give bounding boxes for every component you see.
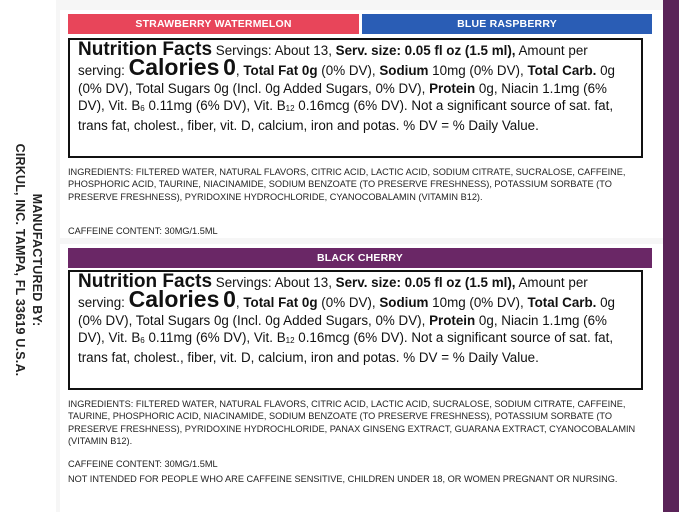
sodium-label: Sodium bbox=[379, 63, 429, 79]
calories-value: 0 bbox=[223, 54, 236, 81]
total-fat-label: Total Fat bbox=[243, 63, 299, 79]
b12-subscript: 12 bbox=[285, 103, 295, 113]
total-carb-label: Total Carb. bbox=[527, 63, 597, 79]
manufacturer-text: MANUFACTURED BY: CIRKUL, INC. TAMPA, FL … bbox=[5, 50, 45, 470]
total-fat-value-2: 0g bbox=[301, 295, 318, 311]
manufacturer-line-2: CIRKUL, INC. TAMPA, FL 33619 U.S.A. bbox=[13, 143, 27, 377]
manufacturer-line-1: MANUFACTURED BY: bbox=[30, 193, 44, 327]
protein-label: Protein bbox=[429, 80, 476, 96]
protein-value: 0g, bbox=[475, 80, 498, 96]
vitamins-b: 0.11mg (6% DV), Vit. B bbox=[144, 97, 286, 113]
servings-text: Servings: About 13, bbox=[215, 43, 336, 58]
total-fat-value: 0g bbox=[301, 63, 318, 79]
protein-value-2: 0g, bbox=[475, 312, 498, 328]
calories-label: Calories bbox=[128, 54, 220, 81]
caffeine-content-2: CAFFEINE CONTENT: 30MG/1.5ML bbox=[68, 459, 218, 469]
vitamins-c-2: 0.16mcg (6% DV). Not a significant sourc… bbox=[78, 329, 614, 366]
b6-subscript-2: 6 bbox=[140, 335, 145, 345]
flavor-bar-blue-raspberry: BLUE RASPBERRY bbox=[362, 14, 652, 34]
sodium-label-2: Sodium bbox=[379, 295, 429, 311]
calories-value-2: 0 bbox=[223, 286, 236, 313]
sodium-value-2: 10mg (0% DV), bbox=[432, 295, 524, 311]
b12-subscript-2: 12 bbox=[285, 335, 295, 345]
ingredients-2: INGREDIENTS: FILTERED WATER, NATURAL FLA… bbox=[68, 399, 636, 447]
caffeine-warning: NOT INTENDED FOR PEOPLE WHO ARE CAFFEINE… bbox=[68, 474, 618, 484]
manufacturer-side: MANUFACTURED BY: CIRKUL, INC. TAMPA, FL … bbox=[0, 0, 50, 512]
vitamins-c: 0.16mcg (6% DV). Not a significant sourc… bbox=[78, 97, 614, 134]
total-fat-dv-2: (0% DV), bbox=[321, 295, 380, 311]
sodium-value: 10mg (0% DV), bbox=[432, 63, 524, 79]
calories-label-2: Calories bbox=[128, 286, 220, 313]
amount-label-2: Amount per serving: bbox=[78, 275, 588, 311]
serving-size: Serv. size: 0.05 fl oz (1.5 ml), bbox=[335, 43, 516, 58]
nutrition-title: Nutrition Facts bbox=[78, 39, 213, 60]
total-carb-value: 0g (0% DV), Total Sugars 0g (Incl. 0g Ad… bbox=[78, 63, 616, 96]
serving-size-2: Serv. size: 0.05 fl oz (1.5 ml), bbox=[335, 275, 516, 290]
flavor-bar-strawberry-watermelon: STRAWBERRY WATERMELON bbox=[68, 14, 359, 34]
caffeine-content-1: CAFFEINE CONTENT: 30MG/1.5ML bbox=[68, 226, 218, 236]
nutrition-facts-box: Nutrition Facts Servings: About 13, Serv… bbox=[68, 38, 643, 158]
nutrition-title-2: Nutrition Facts bbox=[78, 271, 213, 292]
total-carb-label-2: Total Carb. bbox=[527, 295, 597, 311]
vitamins-a: Niacin 1.1mg (6% DV), Vit. B bbox=[78, 80, 607, 113]
b6-subscript: 6 bbox=[140, 103, 145, 113]
flavor-bar-black-cherry: BLACK CHERRY bbox=[68, 248, 652, 268]
servings-text-2: Servings: About 13, bbox=[215, 275, 336, 290]
total-carb-value-2: 0g (0% DV), Total Sugars 0g (Incl. 0g Ad… bbox=[78, 295, 616, 328]
protein-label-2: Protein bbox=[429, 312, 476, 328]
vitamins-a-2: Niacin 1.1mg (6% DV), Vit. B bbox=[78, 312, 607, 345]
ingredients-1: INGREDIENTS: FILTERED WATER, NATURAL FLA… bbox=[68, 167, 626, 202]
nutrition-facts-box-2: Nutrition Facts Servings: About 13, Serv… bbox=[68, 270, 643, 390]
total-fat-label-2: Total Fat bbox=[243, 295, 299, 311]
total-fat-dv: (0% DV), bbox=[321, 63, 380, 79]
right-edge bbox=[663, 0, 679, 512]
amount-label: Amount per serving: bbox=[78, 43, 588, 79]
vitamins-b-2: 0.11mg (6% DV), Vit. B bbox=[144, 329, 286, 345]
